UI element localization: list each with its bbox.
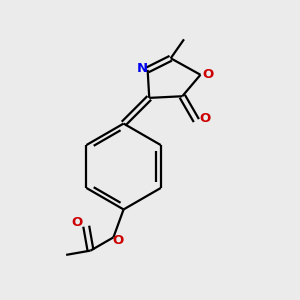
Text: N: N <box>137 62 148 75</box>
Text: O: O <box>199 112 210 125</box>
Text: O: O <box>202 68 213 81</box>
Text: O: O <box>113 234 124 247</box>
Text: O: O <box>71 216 82 230</box>
